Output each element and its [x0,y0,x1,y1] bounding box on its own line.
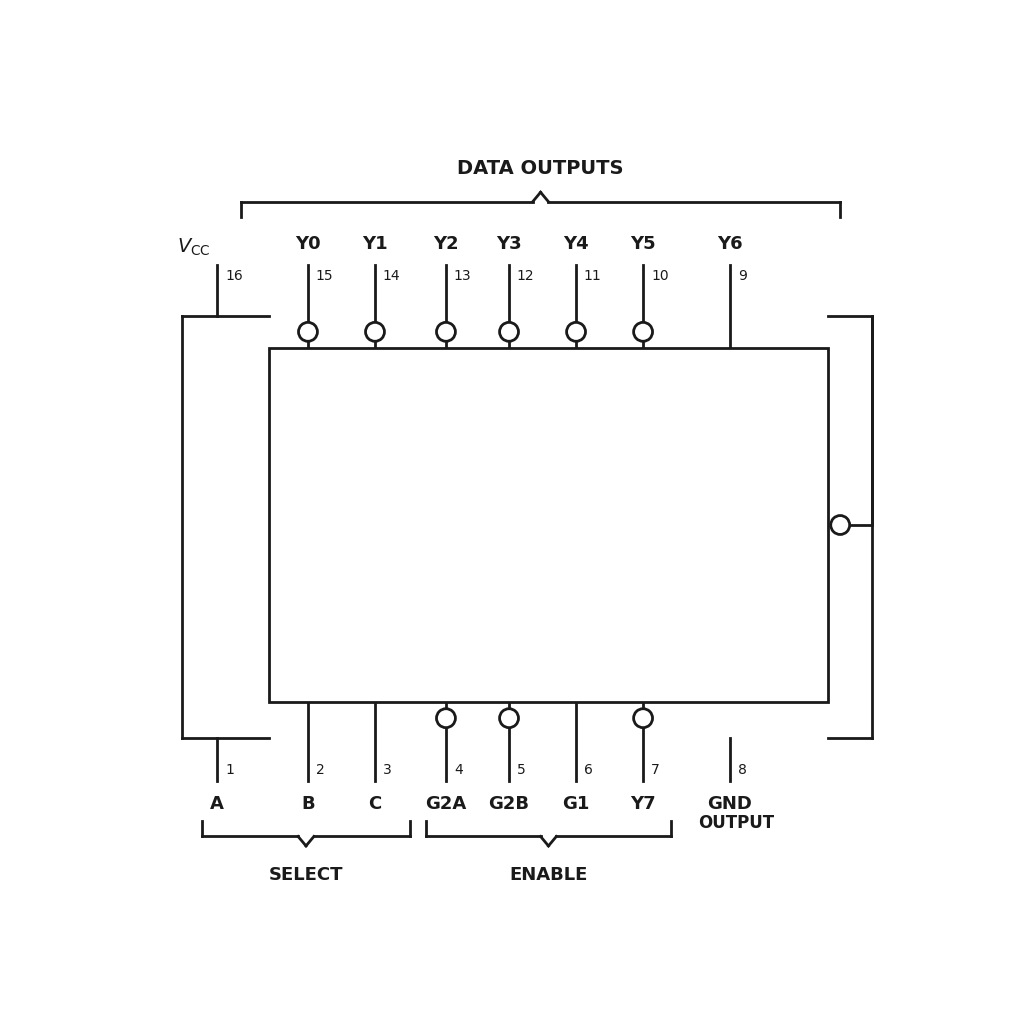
Circle shape [299,323,317,341]
Text: Y1: Y1 [362,234,388,253]
Text: G2A: G2A [425,796,467,813]
Text: ENABLE: ENABLE [509,865,588,884]
Text: $V_{\mathrm{CC}}$: $V_{\mathrm{CC}}$ [177,238,211,258]
Text: B: B [301,796,314,813]
Circle shape [436,709,456,728]
Text: 13: 13 [454,268,471,283]
Text: Y3: Y3 [497,234,522,253]
Text: 8: 8 [737,763,746,777]
Circle shape [366,323,384,341]
Text: 2: 2 [315,763,325,777]
Text: Y0: Y0 [295,234,321,253]
Circle shape [634,709,652,728]
Text: OUTPUT: OUTPUT [698,814,774,833]
Text: 11: 11 [584,268,602,283]
Text: 5: 5 [517,763,525,777]
Circle shape [500,323,518,341]
Text: 12: 12 [517,268,535,283]
Circle shape [830,515,850,535]
Text: 6: 6 [584,763,593,777]
Circle shape [500,709,518,728]
Text: Y4: Y4 [563,234,589,253]
Bar [268,347,828,702]
Circle shape [634,323,652,341]
Text: 9: 9 [737,268,746,283]
Text: Y7: Y7 [630,796,656,813]
Text: DATA OUTPUTS: DATA OUTPUTS [458,159,624,178]
Text: 14: 14 [383,268,400,283]
Text: G2B: G2B [488,796,529,813]
Circle shape [436,323,456,341]
Text: SELECT: SELECT [268,865,343,884]
Text: G1: G1 [562,796,590,813]
Text: 4: 4 [454,763,463,777]
Text: 7: 7 [651,763,659,777]
Text: Y2: Y2 [433,234,459,253]
Text: Y5: Y5 [630,234,656,253]
Text: 3: 3 [383,763,391,777]
Text: 10: 10 [651,268,669,283]
Text: Y6: Y6 [717,234,742,253]
Text: 1: 1 [225,763,234,777]
Text: C: C [369,796,382,813]
Text: GND: GND [708,796,753,813]
Text: 16: 16 [225,268,243,283]
Text: A: A [210,796,224,813]
Text: 15: 15 [315,268,334,283]
Circle shape [566,323,586,341]
